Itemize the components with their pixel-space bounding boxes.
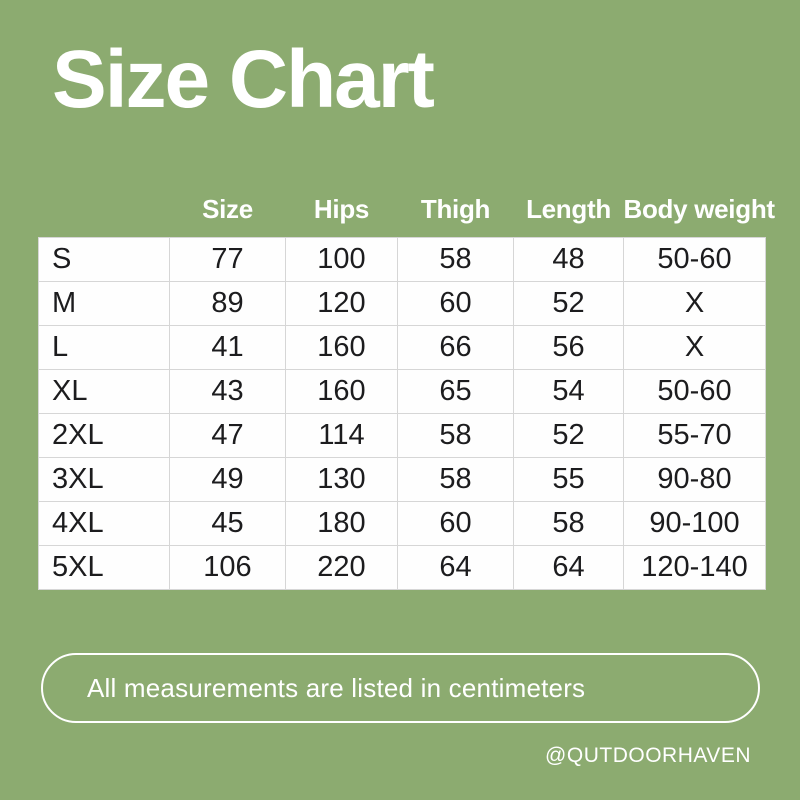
- cell: 66: [397, 324, 514, 370]
- cell: 56: [513, 324, 624, 370]
- table-row-s: S 77 100 58 48 50-60: [38, 236, 766, 282]
- page-title: Size Chart: [52, 34, 435, 125]
- row-label: L: [38, 324, 170, 370]
- row-label: 4XL: [38, 500, 170, 546]
- cell: 64: [513, 544, 624, 590]
- cell: 55-70: [623, 412, 766, 458]
- cell: 130: [285, 456, 398, 502]
- column-header-size: Size: [202, 193, 253, 224]
- column-header-hips: Hips: [313, 193, 370, 224]
- row-label: XL: [38, 368, 170, 414]
- cell: 45: [169, 500, 286, 546]
- brand-handle: @QUTDOORHAVEN: [545, 744, 751, 767]
- table-row-5xl: 5XL 106 220 64 64 120-140: [38, 544, 766, 590]
- cell: 58: [397, 412, 514, 458]
- cell: X: [623, 280, 766, 326]
- column-header-body-weight: Body weight: [623, 193, 776, 224]
- cell: 220: [285, 544, 398, 590]
- cell: 89: [169, 280, 286, 326]
- cell: 160: [285, 324, 398, 370]
- cell: 49: [169, 456, 286, 502]
- cell: 65: [397, 368, 514, 414]
- size-table: Size Hips Thigh Length Body weight S 77 100 58 4…: [38, 182, 776, 590]
- table-row-2xl: 2XL 47 114 58 52 55-70: [38, 412, 766, 458]
- header-row: Size Hips Thigh Length Body weight: [39, 182, 776, 237]
- table-row-4xl: 4XL 45 180 60 58 90-100: [38, 500, 766, 546]
- cell: 114: [285, 412, 398, 458]
- cell: 180: [285, 500, 398, 546]
- cell: 55: [513, 456, 624, 502]
- size-table-body: S 77 100 58 48 50-60 M 89 120 60 52 X L 41 160 66 56 X XL 4…: [38, 236, 766, 590]
- table-row-l: L 41 160 66 56 X: [38, 324, 766, 370]
- cell: 54: [513, 368, 624, 414]
- measurements-note-pill: All measurements are listed in centimete…: [41, 653, 760, 723]
- row-label: S: [38, 236, 170, 282]
- corner-header-cell: [39, 182, 170, 237]
- row-label: 2XL: [38, 412, 170, 458]
- cell: 58: [513, 500, 624, 546]
- table-row-xl: XL 43 160 65 54 50-60: [38, 368, 766, 414]
- cell: 52: [513, 280, 624, 326]
- cell: 50-60: [623, 236, 766, 282]
- cell: 160: [285, 368, 398, 414]
- cell: 58: [397, 236, 514, 282]
- table-row-m: M 89 120 60 52 X: [38, 280, 766, 326]
- cell: 90-80: [623, 456, 766, 502]
- cell: 106: [169, 544, 286, 590]
- cell: 60: [397, 280, 514, 326]
- cell: 120: [285, 280, 398, 326]
- cell: 48: [513, 236, 624, 282]
- cell: 50-60: [623, 368, 766, 414]
- cell: 52: [513, 412, 624, 458]
- cell: 41: [169, 324, 286, 370]
- cell: 100: [285, 236, 398, 282]
- row-label: 5XL: [38, 544, 170, 590]
- cell: X: [623, 324, 766, 370]
- cell: 43: [169, 368, 286, 414]
- cell: 64: [397, 544, 514, 590]
- row-label: M: [38, 280, 170, 326]
- measurements-note-text: All measurements are listed in centimete…: [87, 672, 586, 703]
- cell: 77: [169, 236, 286, 282]
- column-header-length: Length: [526, 193, 611, 224]
- column-header-thigh: Thigh: [420, 193, 491, 224]
- cell: 90-100: [623, 500, 766, 546]
- cell: 120-140: [623, 544, 766, 590]
- cell: 60: [397, 500, 514, 546]
- table-row-3xl: 3XL 49 130 58 55 90-80: [38, 456, 766, 502]
- size-table-header: Size Hips Thigh Length Body weight: [39, 182, 776, 237]
- cell: 47: [169, 412, 286, 458]
- row-label: 3XL: [38, 456, 170, 502]
- cell: 58: [397, 456, 514, 502]
